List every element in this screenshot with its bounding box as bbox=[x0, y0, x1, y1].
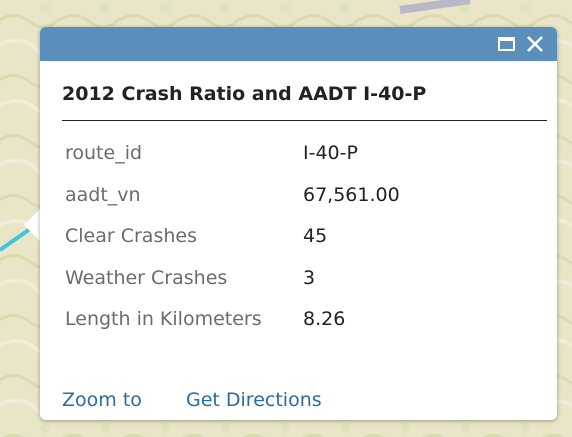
popup: 2012 Crash Ratio and AADT I-40-P route_i… bbox=[40, 27, 557, 420]
popup-pointer bbox=[24, 208, 41, 242]
field-label: Length in Kilometers bbox=[65, 308, 262, 330]
popup-title: 2012 Crash Ratio and AADT I-40-P bbox=[62, 83, 426, 105]
close-button[interactable] bbox=[525, 34, 545, 54]
field-value: 8.26 bbox=[303, 308, 345, 330]
field-label: aadt_vn bbox=[65, 184, 141, 206]
popup-header bbox=[40, 27, 557, 61]
field-label: Weather Crashes bbox=[65, 267, 227, 289]
maximize-button[interactable] bbox=[497, 34, 517, 54]
screen: {"popup": {"title": "2012 Crash Ratio an… bbox=[0, 0, 572, 437]
field-value: I-40-P bbox=[303, 142, 358, 164]
action-link[interactable]: Get Directions bbox=[186, 389, 322, 411]
field-value: 3 bbox=[303, 267, 315, 289]
field-value: 67,561.00 bbox=[303, 184, 400, 206]
field-label: Clear Crashes bbox=[65, 225, 197, 247]
action-link[interactable]: Zoom to bbox=[62, 389, 142, 411]
divider bbox=[62, 120, 547, 121]
field-label: route_id bbox=[65, 142, 142, 164]
field-value: 45 bbox=[303, 225, 327, 247]
